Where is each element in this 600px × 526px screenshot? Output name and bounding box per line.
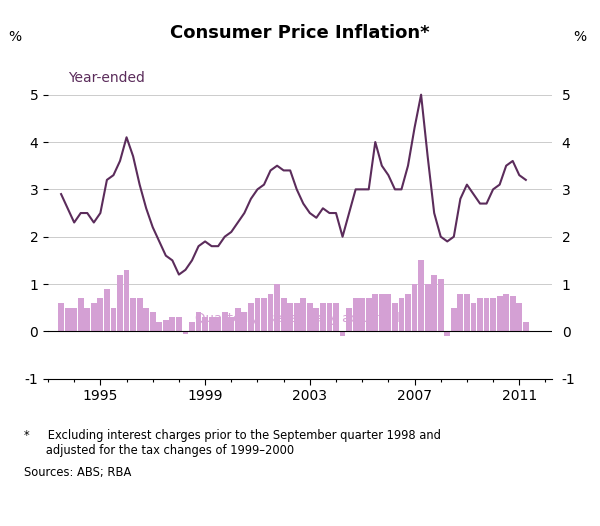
Bar [517, 303, 522, 331]
Bar [268, 294, 274, 331]
Bar [523, 322, 529, 331]
Bar [71, 308, 77, 331]
Bar [313, 308, 319, 331]
Bar [169, 317, 175, 331]
Bar [497, 296, 503, 331]
Bar [281, 298, 287, 331]
Bar [294, 303, 299, 331]
Bar [366, 298, 371, 331]
Text: Consumer Price Inflation*: Consumer Price Inflation* [170, 24, 430, 42]
Bar [340, 331, 346, 336]
Bar [373, 294, 378, 331]
Bar [326, 303, 332, 331]
Bar [150, 312, 155, 331]
Bar [379, 294, 385, 331]
Text: %: % [8, 30, 22, 44]
Bar [359, 298, 365, 331]
Bar [117, 275, 123, 331]
Bar [163, 319, 169, 331]
Bar [65, 308, 71, 331]
Bar [196, 312, 202, 331]
Bar [470, 303, 476, 331]
Bar [412, 284, 418, 331]
Bar [235, 308, 241, 331]
Bar [254, 298, 260, 331]
Bar [91, 303, 97, 331]
Bar [137, 298, 143, 331]
Bar [346, 308, 352, 331]
Bar [484, 298, 490, 331]
Bar [307, 303, 313, 331]
Bar [176, 317, 182, 331]
Bar [451, 308, 457, 331]
Bar [202, 317, 208, 331]
Bar [405, 294, 411, 331]
Bar [353, 298, 359, 331]
Bar [58, 303, 64, 331]
Bar [320, 303, 326, 331]
Bar [124, 270, 130, 331]
Bar [445, 331, 450, 336]
Bar [490, 298, 496, 331]
Bar [85, 308, 90, 331]
Text: Year-ended: Year-ended [68, 70, 145, 85]
Bar [97, 298, 103, 331]
Bar [274, 284, 280, 331]
Bar [261, 298, 267, 331]
Bar [333, 303, 339, 331]
Text: *     Excluding interest charges prior to the September quarter 1998 and: * Excluding interest charges prior to th… [24, 429, 441, 442]
Bar [189, 322, 195, 331]
Bar [104, 289, 110, 331]
Bar [209, 317, 215, 331]
Text: Sources: ABS; RBA: Sources: ABS; RBA [24, 466, 131, 479]
Bar [182, 331, 188, 333]
Bar [431, 275, 437, 331]
Bar [241, 312, 247, 331]
Bar [110, 308, 116, 331]
Bar [143, 308, 149, 331]
Bar [425, 284, 431, 331]
Bar [398, 298, 404, 331]
Bar [510, 296, 515, 331]
Bar [503, 294, 509, 331]
Bar [130, 298, 136, 331]
Text: Quarterly (seasonally adjusted): Quarterly (seasonally adjusted) [195, 312, 405, 326]
Bar [157, 322, 162, 331]
Bar [438, 279, 443, 331]
Bar [301, 298, 306, 331]
Bar [457, 294, 463, 331]
Bar [222, 312, 227, 331]
Bar [287, 303, 293, 331]
Bar [385, 294, 391, 331]
Bar [248, 303, 254, 331]
Text: adjusted for the tax changes of 1999–2000: adjusted for the tax changes of 1999–200… [24, 444, 294, 458]
Bar [464, 294, 470, 331]
Bar [418, 260, 424, 331]
Text: %: % [573, 30, 586, 44]
Bar [215, 317, 221, 331]
Bar [392, 303, 398, 331]
Bar [477, 298, 483, 331]
Bar [229, 317, 234, 331]
Bar [78, 298, 83, 331]
